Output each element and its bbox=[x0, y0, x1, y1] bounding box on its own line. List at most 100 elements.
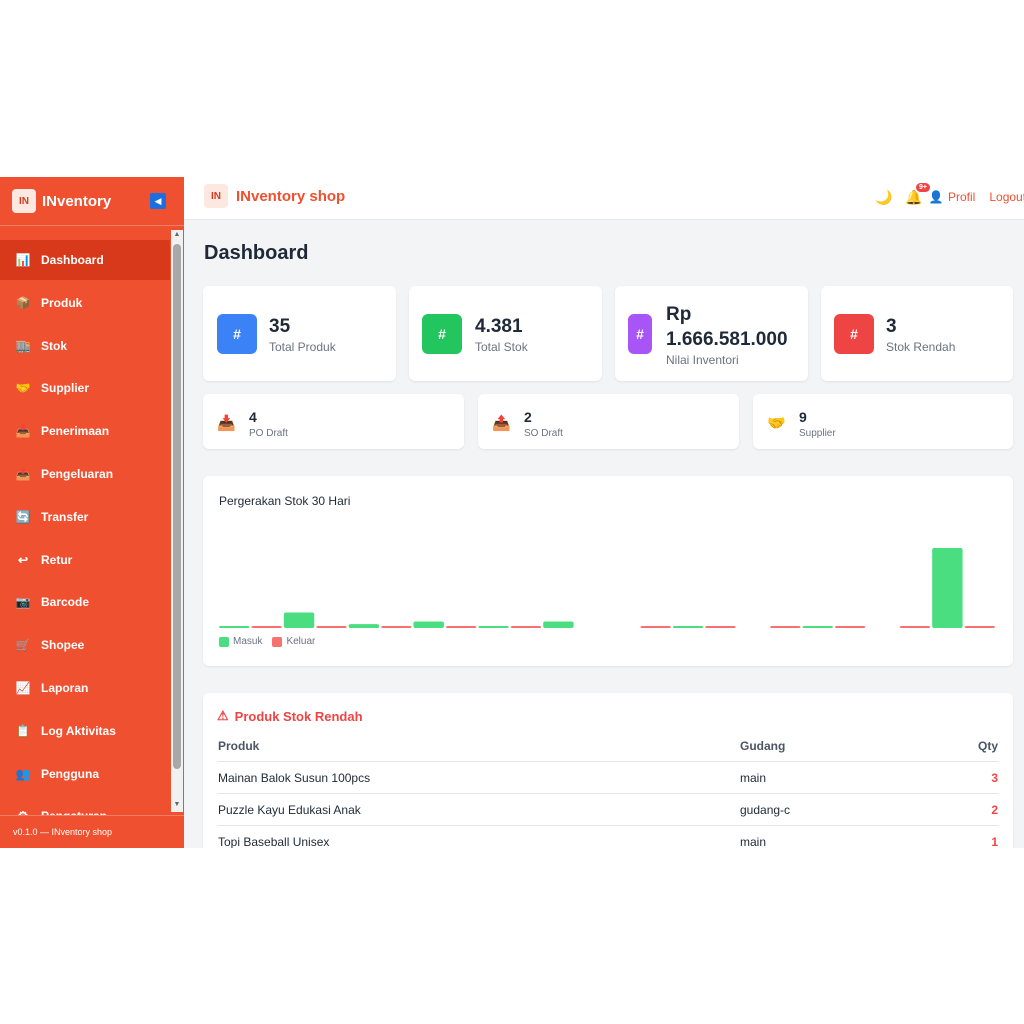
collapse-sidebar-button[interactable]: ◀ bbox=[150, 193, 166, 209]
bar-keluar-2[interactable] bbox=[381, 626, 412, 628]
sidebar-item-label: Log Aktivitas bbox=[41, 723, 116, 738]
sidebar-nav: 📊 Dashboard 📦 Produk 🏬 Stok 🤝 Supplier 📥 Penerima… bbox=[0, 240, 170, 839]
cell-warehouse: main bbox=[739, 825, 922, 848]
sidebar-item-label: Transfer bbox=[41, 509, 89, 524]
sidebar-item-log-aktivitas[interactable]: 📋 Log Aktivitas bbox=[0, 711, 170, 751]
bar-keluar-6[interactable] bbox=[640, 626, 671, 628]
sidebar-item-produk[interactable]: 📦 Produk bbox=[0, 283, 170, 323]
stat-value: 3 bbox=[886, 316, 897, 337]
bell-icon[interactable]: 🔔 9+ bbox=[904, 183, 930, 207]
bar-keluar-8[interactable] bbox=[770, 626, 801, 628]
topbar-brand[interactable]: IN INventory shop bbox=[204, 184, 345, 208]
scroll-down-arrow[interactable]: ▼ bbox=[173, 801, 181, 808]
brand-logo: IN bbox=[204, 184, 228, 208]
column-header-qty: Qty bbox=[921, 731, 999, 762]
sidebar-item-stok[interactable]: 🏬 Stok bbox=[0, 326, 170, 366]
stat-value: 4.381 bbox=[475, 316, 523, 337]
laporan-icon: 📈 bbox=[15, 680, 31, 695]
bar-keluar-10[interactable] bbox=[899, 626, 931, 628]
sidebar-footer: v0.1.0 — INventory shop bbox=[0, 815, 184, 848]
app-window: IN INventory ◀ 📊 Dashboard 📦 Produk 🏬 Stok 🤝 Su… bbox=[0, 177, 1024, 848]
legend-swatch-masuk bbox=[219, 636, 229, 647]
sidebar-item-label: Penerimaan bbox=[41, 424, 110, 439]
sidebar-item-shopee[interactable]: 🛒 Shopee bbox=[0, 625, 170, 665]
scrollbar-thumb[interactable] bbox=[173, 244, 181, 769]
stat-label: Total Produk bbox=[269, 340, 336, 354]
bar-masuk-4[interactable] bbox=[478, 626, 509, 628]
bar-masuk-7[interactable] bbox=[672, 626, 704, 628]
sidebar-item-label: Barcode bbox=[41, 595, 90, 610]
cell-qty: 1 bbox=[921, 825, 999, 848]
po-draft-label: PO Draft bbox=[249, 428, 288, 439]
so-draft-value: 2 bbox=[524, 409, 532, 425]
topbar: IN INventory shop 🌙 🔔 9+ 👤 Profil Logout bbox=[184, 177, 1024, 220]
sidebar-item-penerimaan[interactable]: 📥 Penerimaan bbox=[0, 411, 170, 451]
cell-product: Mainan Balok Susun 100pcs bbox=[217, 761, 739, 794]
bar-masuk-2[interactable] bbox=[348, 624, 380, 628]
sidebar-item-supplier[interactable]: 🤝 Supplier bbox=[0, 368, 170, 408]
bar-masuk-1[interactable] bbox=[283, 612, 315, 628]
outbox-tray-icon: 📤 bbox=[492, 415, 511, 432]
sidebar-item-laporan[interactable]: 📈 Laporan bbox=[0, 668, 170, 708]
stat-value: 35 bbox=[269, 316, 291, 337]
stat-card-total-produk: # 35 Total Produk bbox=[203, 286, 396, 381]
stat-value: Rp 1.666.581.000 bbox=[666, 304, 788, 350]
bar-masuk-3[interactable] bbox=[413, 621, 444, 628]
bar-keluar-7[interactable] bbox=[705, 626, 736, 628]
so-draft-card[interactable]: 📤 2 SO Draft bbox=[478, 394, 739, 449]
scroll-up-arrow[interactable]: ▲ bbox=[173, 231, 181, 238]
sidebar-item-dashboard[interactable]: 📊 Dashboard bbox=[0, 240, 170, 280]
table-row[interactable]: Mainan Balok Susun 100pcs main 3 bbox=[217, 761, 999, 794]
sidebar: IN INventory ◀ 📊 Dashboard 📦 Produk 🏬 Stok 🤝 Su… bbox=[0, 177, 184, 848]
hash-icon: # bbox=[834, 314, 874, 354]
column-header-gudang: Gudang bbox=[739, 731, 922, 762]
table-row[interactable]: Topi Baseball Unisex main 1 bbox=[217, 825, 999, 848]
table-row[interactable]: Puzzle Kayu Edukasi Anak gudang-c 2 bbox=[217, 793, 999, 826]
stat-label: Stok Rendah bbox=[886, 340, 956, 354]
warning-icon: ⚠ bbox=[217, 708, 229, 723]
bar-keluar-11[interactable] bbox=[964, 626, 995, 628]
supplier-value: 9 bbox=[799, 409, 807, 425]
sidebar-item-pengeluaran[interactable]: 📤 Pengeluaran bbox=[0, 454, 170, 494]
sidebar-item-barcode[interactable]: 📷 Barcode bbox=[0, 582, 170, 622]
hash-icon: # bbox=[422, 314, 462, 354]
bar-keluar-3[interactable] bbox=[445, 626, 477, 628]
stat-label: Total Stok bbox=[475, 340, 528, 354]
so-draft-label: SO Draft bbox=[524, 428, 563, 439]
bar-keluar-4[interactable] bbox=[510, 626, 542, 628]
sidebar-item-transfer[interactable]: 🔄 Transfer bbox=[0, 497, 170, 537]
shopee-icon: 🛒 bbox=[15, 638, 31, 653]
bar-keluar-9[interactable] bbox=[834, 626, 866, 628]
moon-icon[interactable]: 🌙 bbox=[875, 188, 893, 205]
inbox-tray-icon: 📥 bbox=[217, 415, 236, 432]
low-stock-title-text: Produk Stok Rendah bbox=[234, 708, 363, 724]
sidebar-item-retur[interactable]: ↩ Retur bbox=[0, 540, 170, 580]
stock-movement-chart-card: Pergerakan Stok 30 Hari Masuk Keluar bbox=[203, 476, 1013, 666]
chart-legend: Masuk Keluar bbox=[219, 636, 315, 647]
handshake-icon: 🤝 bbox=[767, 415, 786, 432]
sidebar-scrollbar[interactable]: ▲ ▼ bbox=[171, 230, 183, 812]
sidebar-item-pengguna[interactable]: 👥 Pengguna bbox=[0, 754, 170, 794]
cell-product: Topi Baseball Unisex bbox=[217, 825, 739, 848]
stock-movement-chart bbox=[219, 548, 995, 628]
bar-masuk-5[interactable] bbox=[543, 621, 574, 628]
logout-link[interactable]: Logout bbox=[989, 190, 1024, 204]
sidebar-item-label: Pengeluaran bbox=[41, 466, 114, 481]
low-stock-title: ⚠ Produk Stok Rendah bbox=[217, 708, 363, 724]
po-draft-card[interactable]: 📥 4 PO Draft bbox=[203, 394, 464, 449]
penerimaan-icon: 📥 bbox=[15, 424, 31, 439]
bar-masuk-0[interactable] bbox=[219, 626, 250, 628]
sidebar-item-label: Stok bbox=[41, 338, 68, 353]
hash-icon: # bbox=[217, 314, 257, 354]
produk-icon: 📦 bbox=[15, 295, 31, 310]
bar-masuk-9[interactable] bbox=[802, 626, 833, 628]
bar-keluar-0[interactable] bbox=[251, 626, 282, 628]
profile-link[interactable]: Profil bbox=[948, 190, 976, 204]
bar-masuk-11[interactable] bbox=[932, 548, 963, 628]
supplier-card[interactable]: 🤝 9 Supplier bbox=[753, 394, 1013, 449]
cell-qty: 3 bbox=[921, 761, 999, 794]
sidebar-item-label: Pengguna bbox=[41, 766, 100, 781]
sidebar-brand[interactable]: IN INventory bbox=[0, 177, 184, 226]
pengguna-icon: 👥 bbox=[15, 766, 31, 781]
bar-keluar-1[interactable] bbox=[316, 626, 347, 628]
